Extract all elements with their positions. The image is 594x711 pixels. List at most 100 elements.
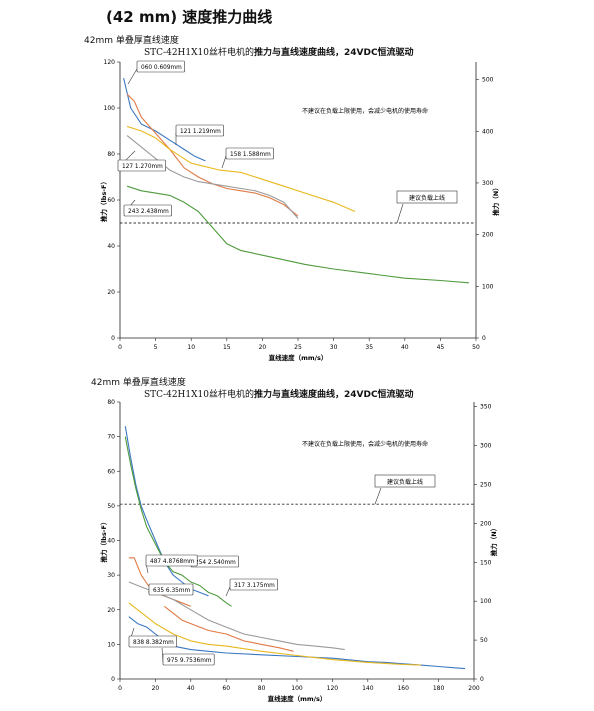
c2-x-tick-label: 40 xyxy=(187,685,195,692)
c1-y-tick-label: 0 xyxy=(111,335,115,342)
c2-limit-leader xyxy=(374,487,382,505)
c2-series-6 xyxy=(128,602,421,666)
c2-x-tick-label: 80 xyxy=(258,685,266,692)
c2-y-tick-label: 60 xyxy=(107,468,115,475)
c1-y2-tick-label: 300 xyxy=(482,180,494,187)
c1-x-tick-label: 5 xyxy=(154,344,158,351)
chart-1-model: STC-42H1X10丝杆电机的 xyxy=(144,48,254,58)
c1-callout-leader xyxy=(221,155,227,169)
c2-limit-label: 建议负载上线 xyxy=(387,478,423,486)
c1-y2-tick-label: 200 xyxy=(482,232,494,239)
chart-1-title-text: 推力与直线速度曲线，24VDC恒流驱动 xyxy=(253,48,414,58)
c1-x-tick-label: 50 xyxy=(472,344,480,351)
c1-x-tick-label: 0 xyxy=(118,344,122,351)
c2-y-tick-label: 70 xyxy=(107,434,115,441)
c1-series-0 xyxy=(123,77,206,162)
c2-note: 不建议在负载上限使用，会减少电机的使用寿命 xyxy=(302,440,428,448)
c2-y-tick-label: 20 xyxy=(107,607,115,614)
c1-callout-leader xyxy=(127,68,138,85)
c2-callout-box xyxy=(162,653,215,666)
c1-limit-leader xyxy=(396,203,404,224)
c1-callout-label: 158 1.588mm xyxy=(230,152,271,158)
c1-x-tick-label: 35 xyxy=(365,344,373,351)
c2-y2-tick-label: 200 xyxy=(480,520,492,527)
c2-callout-box xyxy=(229,578,278,591)
c2-x-tick-label: 160 xyxy=(397,685,409,692)
c2-y2-tick-label: 150 xyxy=(480,559,492,566)
c2-x-tick-label: 100 xyxy=(291,685,303,692)
c2-x-tick-label: 60 xyxy=(222,685,230,692)
c2-callout-leader xyxy=(225,586,231,597)
c2-series-0 xyxy=(124,426,209,597)
c2-callout-label: 838 8.382mm xyxy=(133,640,174,646)
c1-callout-box xyxy=(123,204,172,217)
c1-series-3 xyxy=(126,125,356,213)
c2-y2-tick-label: 300 xyxy=(480,443,492,450)
c1-callout-label: 243 2.438mm xyxy=(128,209,169,215)
c2-x-tick-label: 0 xyxy=(118,685,122,692)
chart-title-2: STC-42H1X10丝杆电机的推力与直线速度曲线，24VDC恒流驱动 xyxy=(144,387,414,400)
c1-callout-box xyxy=(225,147,274,160)
c1-x-tick-label: 25 xyxy=(294,344,302,351)
c2-y-tick-label: 40 xyxy=(107,538,115,545)
c1-x-tick-label: 45 xyxy=(437,344,445,351)
c1-y2-tick-label: 400 xyxy=(482,128,494,135)
c1-callout-label: 121 1.219mm xyxy=(180,129,221,135)
c1-x-axis-label: 直线速度（mm/s） xyxy=(269,353,328,362)
c2-series-1 xyxy=(124,436,232,607)
c2-y-tick-label: 0 xyxy=(111,676,115,683)
c2-x-tick-label: 120 xyxy=(327,685,339,692)
c1-y-tick-label: 120 xyxy=(104,59,116,66)
c2-callout-label: 635 6.35mm xyxy=(153,588,190,594)
c1-x-tick-label: 40 xyxy=(401,344,409,351)
chart-title-1: STC-42H1X10丝杆电机的推力与直线速度曲线，24VDC恒流驱动 xyxy=(144,45,414,58)
c2-y2-tick-label: 0 xyxy=(480,676,484,683)
c2-y2-tick-label: 50 xyxy=(480,637,488,644)
c1-callout-label: 127 1.270mm xyxy=(122,164,163,170)
c1-x-tick-label: 15 xyxy=(223,344,231,351)
c1-x-tick-label: 20 xyxy=(259,344,267,351)
c1-y2-tick-label: 0 xyxy=(482,335,486,342)
c2-y2-tick-label: 350 xyxy=(480,404,492,411)
c1-limit-box xyxy=(396,190,458,204)
c2-y2-tick-label: 100 xyxy=(480,598,492,605)
c2-y-tick-label: 10 xyxy=(107,641,115,648)
c1-limit-label: 建议负载上线 xyxy=(409,194,445,202)
c2-callout-box xyxy=(128,635,177,648)
c2-x-tick-label: 180 xyxy=(433,685,445,692)
c2-series-4 xyxy=(163,605,294,652)
c2-y2-axis-label: 推力（N） xyxy=(489,525,498,556)
c1-y-tick-label: 40 xyxy=(107,243,115,250)
c2-x-axis-label: 直线速度（mm/s） xyxy=(268,694,327,703)
c1-x-tick-label: 30 xyxy=(330,344,338,351)
chart-2-model: STC-42H1X10丝杆电机的 xyxy=(144,390,254,400)
c1-y2-tick-label: 500 xyxy=(482,77,494,84)
c1-y2-axis-label: 推力（N） xyxy=(491,184,500,215)
c1-y-tick-label: 100 xyxy=(104,105,116,112)
c2-callout-box xyxy=(145,554,198,567)
c1-series-1 xyxy=(126,93,299,217)
c2-y-tick-label: 50 xyxy=(107,503,115,510)
c2-y-axis-label: 推力（lbs-F） xyxy=(99,519,108,563)
c1-callout-label: 060 0.609mm xyxy=(141,65,182,71)
c1-y-tick-label: 80 xyxy=(107,151,115,158)
page-title: (42 mm) 速度推力曲线 xyxy=(106,8,273,26)
c2-x-tick-label: 20 xyxy=(152,685,160,692)
c2-y-tick-label: 30 xyxy=(107,572,115,579)
c2-callout-label: 254 2.540mm xyxy=(195,560,236,566)
c2-callout-label: 487 4.8768mm xyxy=(150,559,195,565)
c2-x-tick-label: 200 xyxy=(468,685,480,692)
c1-y-tick-label: 20 xyxy=(107,289,115,296)
c1-callout-box xyxy=(136,60,185,73)
c2-y2-tick-label: 250 xyxy=(480,481,492,488)
section-label-2: 42mm 单叠厚直线速度 xyxy=(91,378,186,388)
c2-callout-label: 317 3.175mm xyxy=(234,583,275,589)
c2-x-tick-label: 140 xyxy=(362,685,374,692)
c1-note: 不建议在负载上限使用，会减少电机的使用寿命 xyxy=(302,107,428,115)
c1-series-4 xyxy=(126,185,469,284)
c1-y-tick-label: 60 xyxy=(107,197,115,204)
c2-y-tick-label: 80 xyxy=(107,399,115,406)
c2-callout-box xyxy=(148,583,194,596)
c1-x-tick-label: 10 xyxy=(187,344,195,351)
